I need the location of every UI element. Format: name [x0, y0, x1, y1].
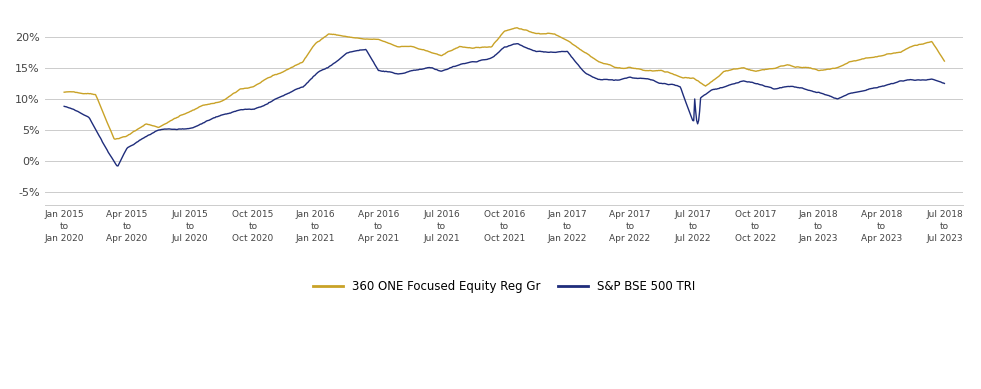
Legend: 360 ONE Focused Equity Reg Gr, S&P BSE 500 TRI: 360 ONE Focused Equity Reg Gr, S&P BSE 5… — [308, 275, 700, 298]
